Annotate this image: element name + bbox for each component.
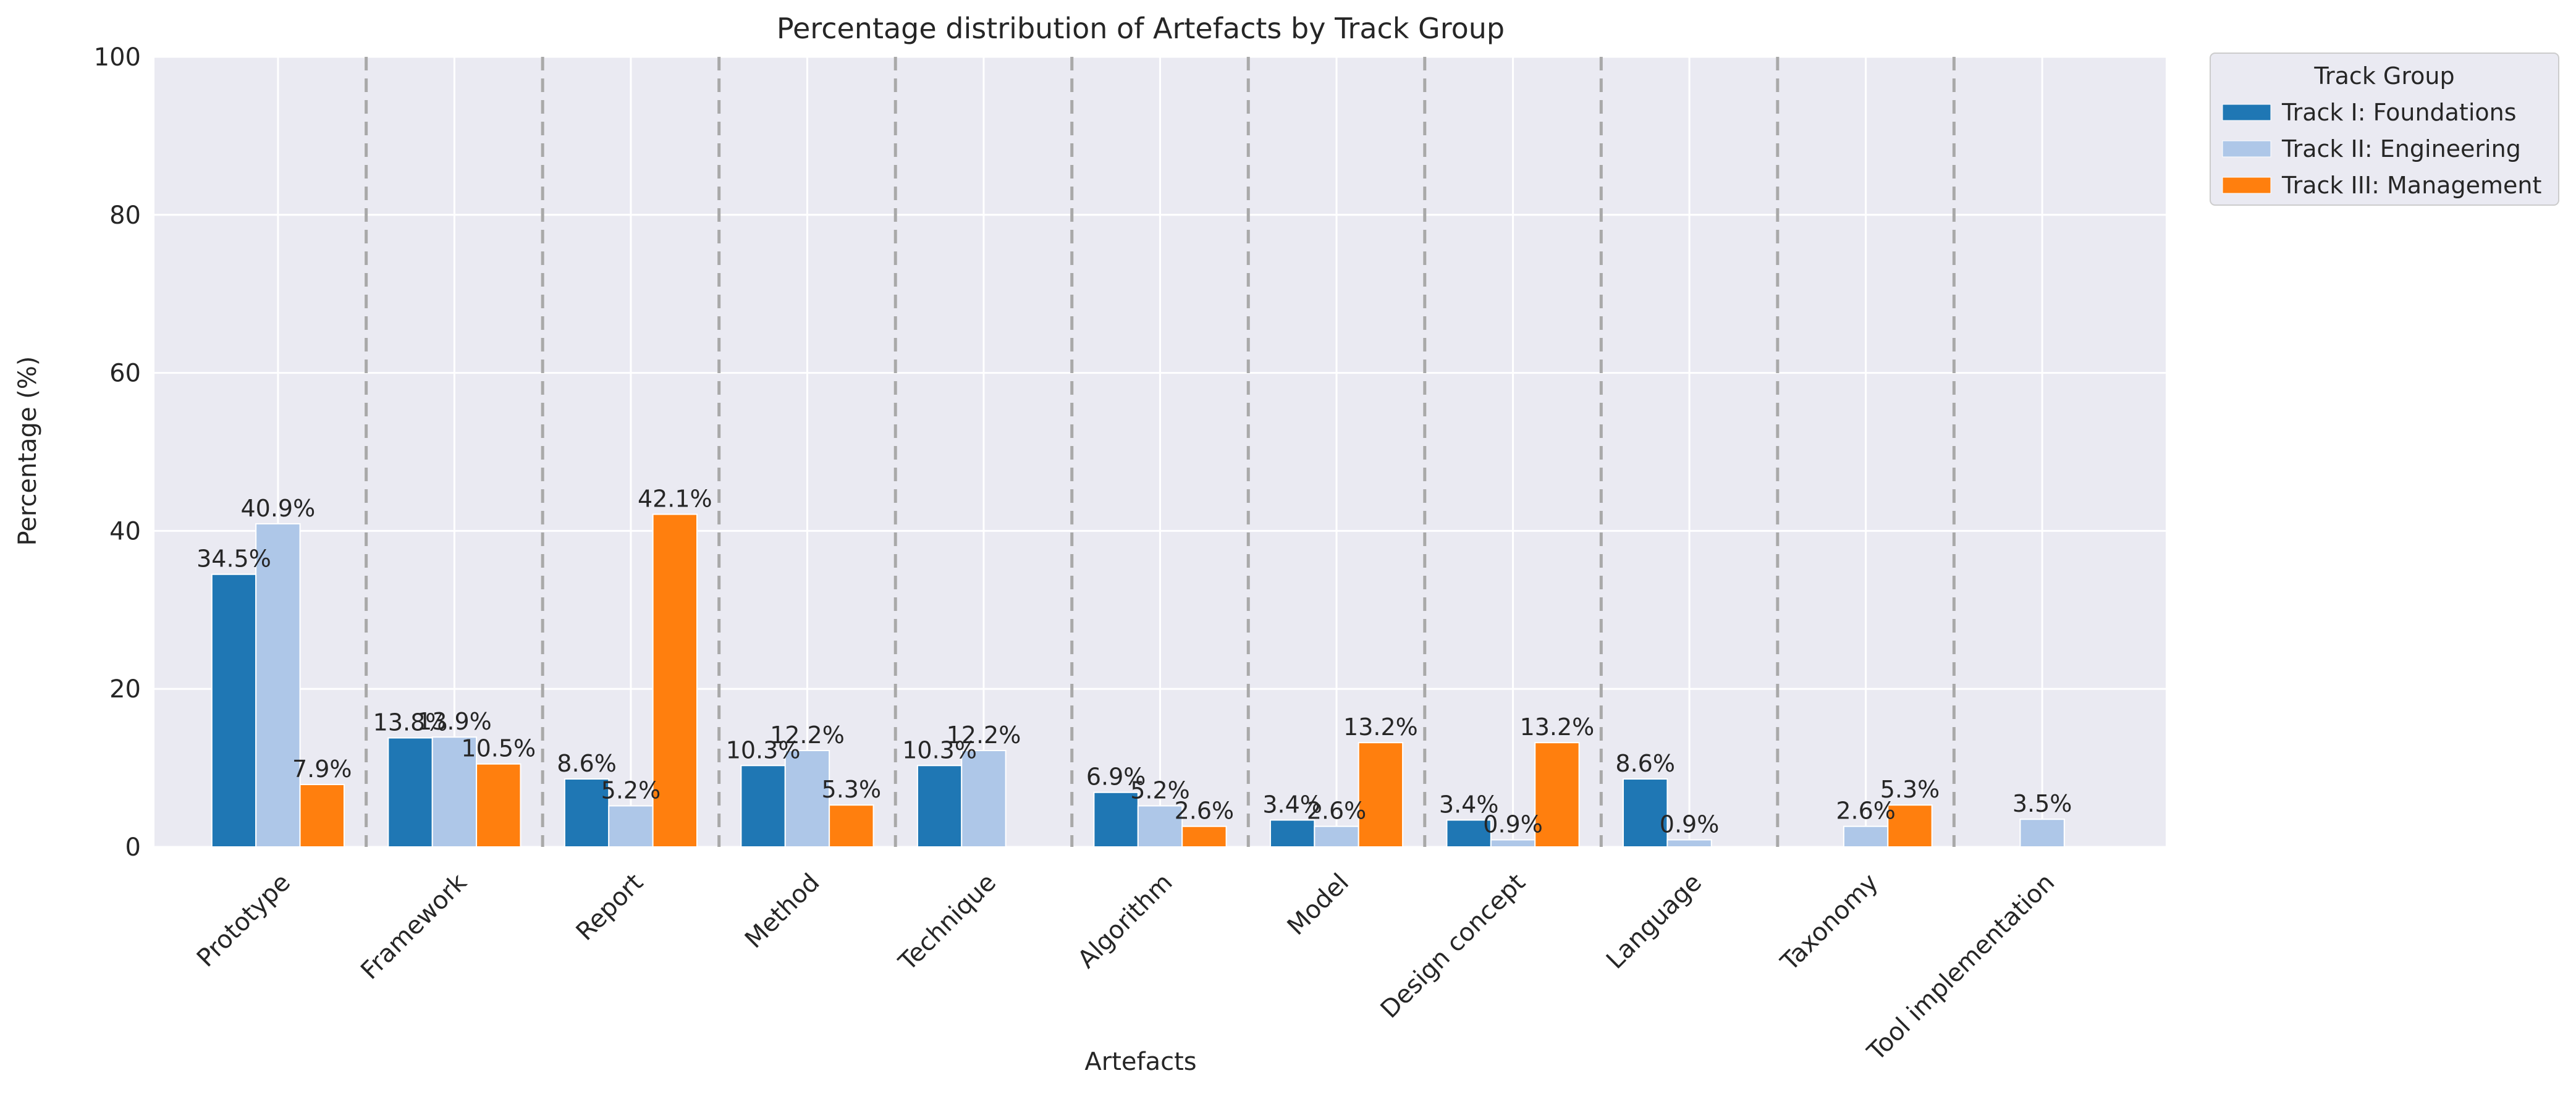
legend-title: Track Group — [2313, 62, 2454, 90]
x-tick-label: Method — [740, 869, 826, 954]
bar-value-label: 40.9% — [241, 495, 316, 522]
bar — [255, 523, 301, 848]
bar — [961, 749, 1007, 848]
bar-value-label: 8.6% — [1615, 750, 1675, 777]
y-tick-label: 40 — [109, 517, 141, 545]
bar-value-label: 34.5% — [196, 545, 271, 573]
category-separators — [365, 57, 1956, 847]
bar-value-label: 10.3% — [726, 736, 801, 764]
bar — [476, 763, 522, 848]
bar-value-label: 12.2% — [770, 722, 845, 749]
x-tick-label: Technique — [893, 869, 1002, 977]
legend-swatch — [2222, 104, 2271, 121]
bar — [1269, 819, 1315, 848]
bar — [299, 783, 345, 848]
bar-value-label: 5.2% — [1130, 776, 1190, 804]
x-tick-label: Taxonomy — [1775, 869, 1884, 977]
bar-value-label: 2.6% — [1836, 797, 1896, 825]
x-tick-label: Algorithm — [1073, 869, 1178, 974]
y-tick-label: 80 — [109, 201, 141, 230]
x-tick-label: Report — [571, 869, 649, 946]
bar-value-label: 10.3% — [902, 736, 977, 764]
bar-value-label: 13.2% — [1520, 713, 1595, 741]
x-tick-label: Design concept — [1375, 869, 1531, 1024]
bar-value-label: 10.5% — [461, 735, 536, 762]
legend: Track Group Track I: Foundations Track II… — [2210, 53, 2559, 206]
chart-title: Percentage distribution of Artefacts by … — [777, 12, 1505, 45]
bar — [2019, 818, 2065, 848]
bar — [211, 573, 257, 848]
bar-value-label: 42.1% — [638, 486, 712, 513]
bar — [1490, 839, 1536, 848]
bar — [1446, 819, 1492, 848]
bar-value-label: 3.5% — [2012, 790, 2072, 817]
bar-value-label: 8.6% — [557, 750, 617, 777]
bar — [829, 804, 874, 848]
bar-value-label: 0.9% — [1660, 810, 1720, 838]
y-tick-label: 20 — [109, 675, 141, 704]
y-axis-ticks: 0 20 40 60 80 100 — [94, 43, 141, 862]
x-tick-label: Tool implementation — [1862, 869, 2060, 1067]
bar — [1843, 825, 1889, 848]
x-axis-label: Artefacts — [1084, 1048, 1196, 1076]
bar — [1181, 825, 1227, 848]
bar-value-label: 5.3% — [1880, 776, 1940, 803]
bar — [916, 765, 963, 848]
bar-value-label: 0.9% — [1483, 810, 1543, 838]
bar-value-label: 6.9% — [1086, 764, 1146, 791]
bar — [608, 805, 654, 848]
legend-items: Track I: Foundations Track II: Engineerin… — [2222, 99, 2541, 199]
bar — [387, 737, 433, 848]
x-tick-label: Framework — [355, 868, 473, 985]
legend-swatch — [2222, 177, 2271, 194]
bar — [652, 513, 698, 848]
bar-value-label: 7.9% — [292, 755, 352, 783]
legend-label: Track III: Management — [2281, 172, 2541, 199]
y-tick-label: 100 — [94, 43, 141, 72]
bar — [1623, 778, 1668, 848]
legend-label: Track I: Foundations — [2281, 99, 2517, 126]
bar-value-label: 13.2% — [1343, 713, 1418, 741]
x-tick-label: Language — [1601, 869, 1707, 975]
y-tick-label: 60 — [109, 360, 141, 388]
x-tick-label: Model — [1282, 869, 1354, 941]
x-axis-ticks: Prototype Framework Report Method Technique A… — [192, 868, 2060, 1067]
bar — [1358, 742, 1404, 848]
bar — [1887, 804, 1933, 848]
bar-value-label: 12.2% — [947, 722, 1021, 749]
bar-value-label: 5.2% — [601, 776, 661, 804]
legend-box — [2210, 53, 2559, 206]
y-tick-label: 0 — [125, 833, 141, 862]
bar-labels: 34.5% 13.8% 8.6% 10.3% 10.3% 6.9% 3.4% 3.4% 8.6%… — [196, 486, 2072, 838]
bar-value-label: 13.8% — [373, 709, 448, 736]
bar-value-label: 2.6% — [1175, 797, 1235, 825]
bar — [1314, 825, 1359, 848]
bar — [1666, 839, 1712, 848]
bar — [784, 749, 830, 848]
bar-value-label: 3.4% — [1439, 791, 1499, 818]
legend-swatch — [2222, 140, 2271, 158]
bars — [211, 513, 2065, 848]
x-tick-label: Prototype — [192, 869, 296, 973]
bar-value-label: 5.3% — [822, 776, 882, 803]
bar — [740, 765, 786, 848]
bar — [564, 778, 610, 848]
bar — [1534, 742, 1580, 848]
bar-value-label: 2.6% — [1307, 797, 1367, 825]
gridlines — [154, 56, 2166, 848]
y-axis-label: Percentage (%) — [14, 356, 42, 546]
bar-value-label: 3.4% — [1262, 791, 1322, 818]
bar-value-label: 13.9% — [417, 708, 492, 735]
bar — [1093, 791, 1139, 848]
legend-label: Track II: Engineering — [2281, 135, 2521, 162]
bar — [1137, 805, 1183, 848]
